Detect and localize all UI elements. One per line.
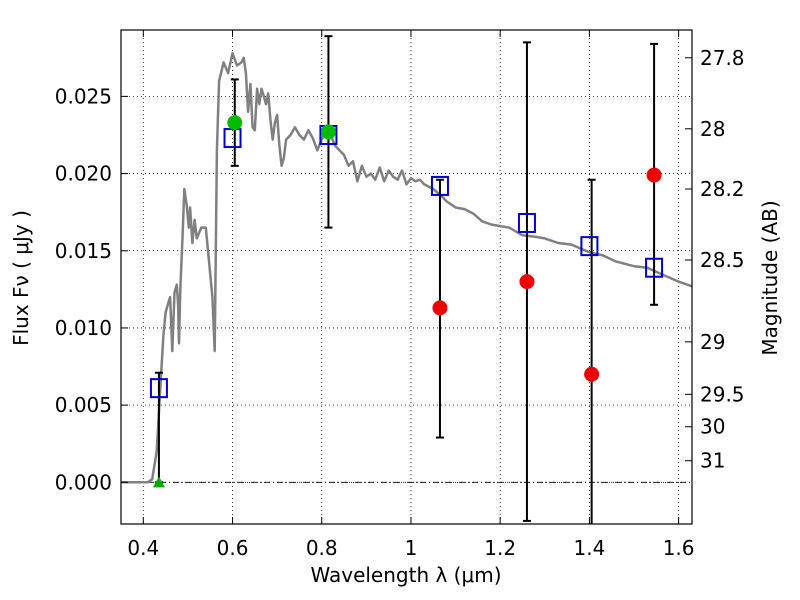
right-tick-label: 28.2 xyxy=(700,177,745,201)
y-tick-label: 0.005 xyxy=(55,393,112,417)
model-photometry-square xyxy=(580,236,599,257)
plot-border xyxy=(120,29,693,525)
x-tick-label: 1.4 xyxy=(573,536,605,560)
right-tick-label: 30 xyxy=(700,415,725,439)
error-bars xyxy=(154,35,659,524)
right-axis-label: Magnitude (AB) xyxy=(758,200,782,355)
model-photometry xyxy=(149,124,664,399)
model-photometry-square xyxy=(645,257,664,278)
observed-point xyxy=(320,124,336,140)
grid xyxy=(121,30,692,524)
y-tick-label: 0.015 xyxy=(55,239,112,263)
x-tick-label: 1 xyxy=(405,536,418,560)
right-tick-label: 28.5 xyxy=(700,248,745,272)
model-photometry-square xyxy=(430,175,449,196)
x-tick-label: 0.6 xyxy=(217,536,249,560)
observed-point xyxy=(646,167,662,183)
x-tick-label: 1.6 xyxy=(663,536,695,560)
right-tick-label: 31 xyxy=(700,449,725,473)
x-axis-ticks: 0.4 0.6 0.8 1 1.2 1.4 1.6 xyxy=(127,30,695,560)
observed-photometry xyxy=(152,115,662,488)
y-axis-ticks: 0.000 0.005 0.010 0.015 0.020 0.025 xyxy=(55,84,128,494)
observed-point xyxy=(584,366,600,382)
y-tick-label: 0.010 xyxy=(55,316,112,340)
model-photometry-square xyxy=(149,378,168,399)
plot-frame xyxy=(120,29,693,525)
right-tick-label: 27.8 xyxy=(700,46,745,70)
y-tick-label: 0.000 xyxy=(55,470,112,494)
observed-point xyxy=(519,274,535,290)
model-spectrum xyxy=(121,51,693,484)
right-tick-label: 28 xyxy=(700,117,725,141)
observed-point xyxy=(432,300,448,316)
right-tick-label: 29 xyxy=(700,330,725,354)
right-axis-ticks: 27.8 28 28.2 28.5 29 29.5 30 31 xyxy=(685,46,745,473)
x-axis-label: Wavelength λ (μm) xyxy=(310,563,501,587)
y-tick-label: 0.020 xyxy=(55,162,112,186)
y-axis-label: Flux Fν ( μJy ) xyxy=(9,210,33,346)
right-tick-label: 29.5 xyxy=(700,382,745,406)
observed-point xyxy=(227,115,243,131)
upper-limit-triangle xyxy=(152,476,165,488)
x-tick-label: 0.4 xyxy=(127,536,159,560)
spectrum-line xyxy=(121,51,693,484)
y-tick-label: 0.025 xyxy=(55,84,112,108)
model-photometry-square xyxy=(517,212,536,233)
x-tick-label: 1.2 xyxy=(484,536,516,560)
x-tick-label: 0.8 xyxy=(306,536,338,560)
